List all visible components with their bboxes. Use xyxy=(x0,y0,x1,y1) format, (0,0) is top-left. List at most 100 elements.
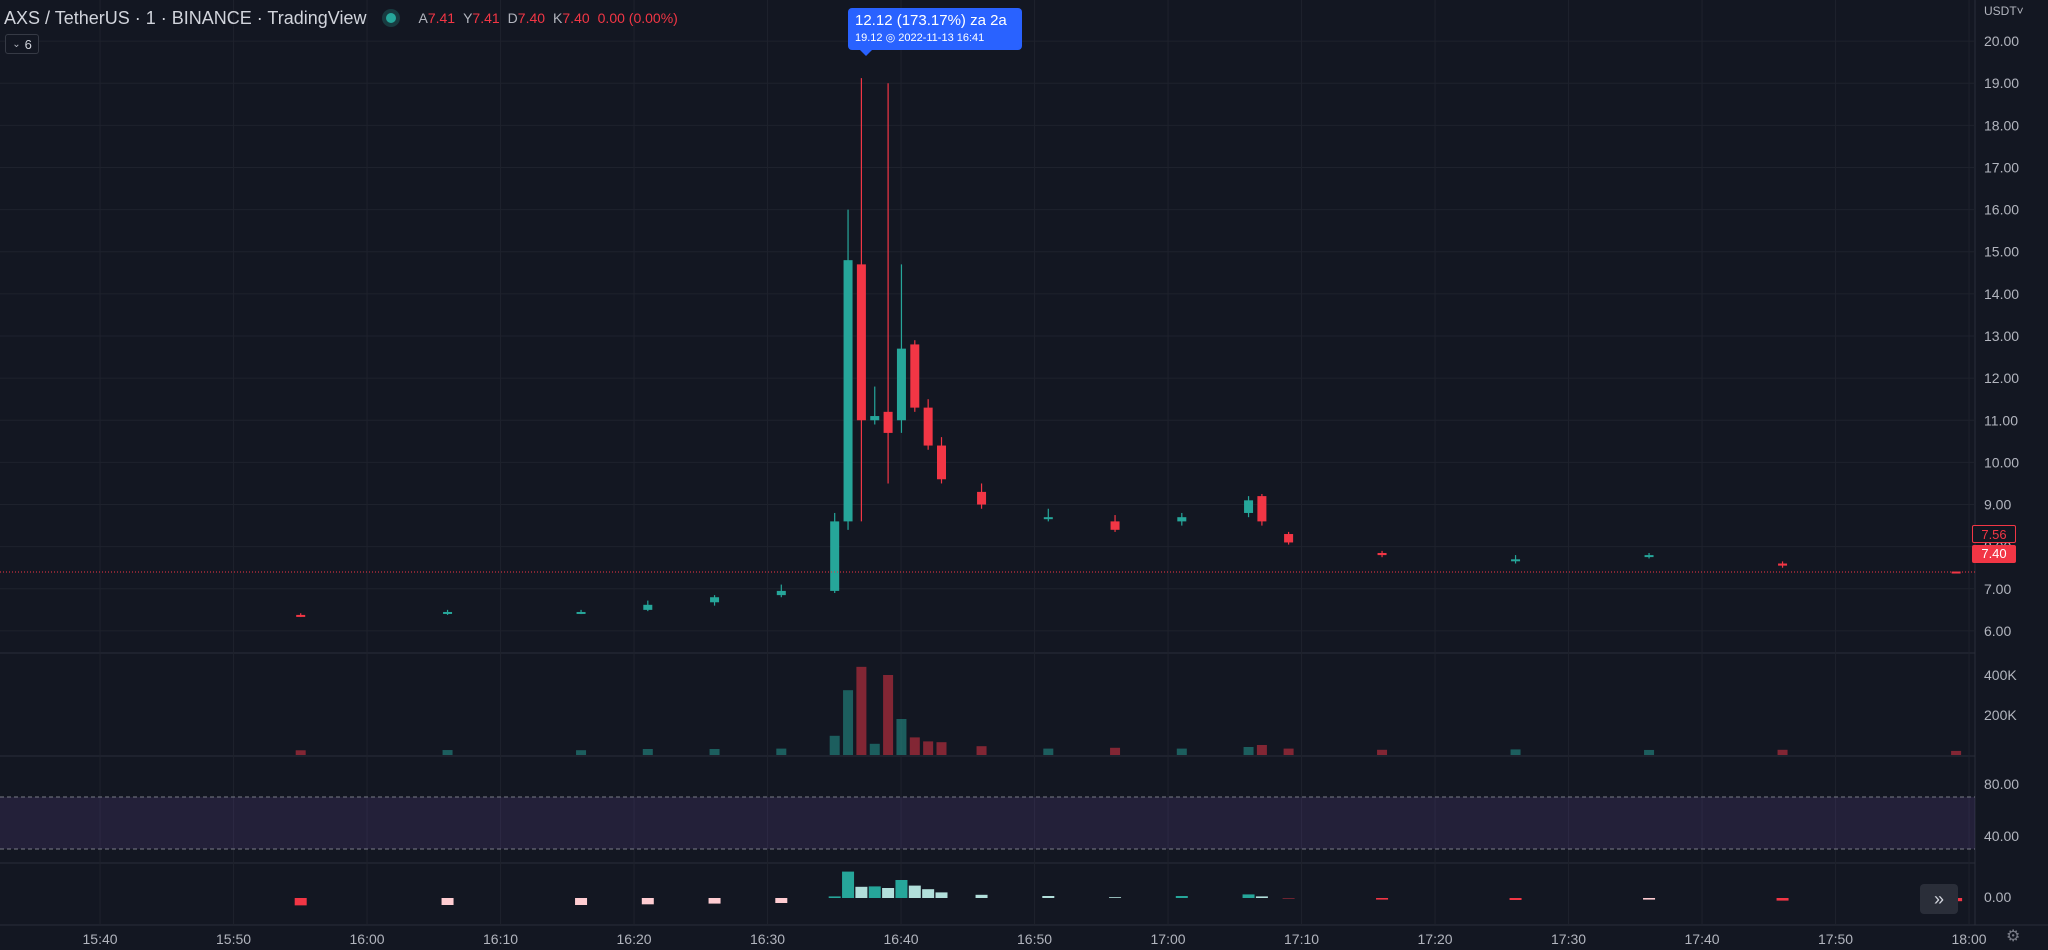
oscillator-bar[interactable] xyxy=(1175,896,1188,898)
volume-bar[interactable] xyxy=(442,750,453,755)
candle-body[interactable] xyxy=(1284,534,1294,543)
oscillator-bar[interactable] xyxy=(441,898,454,905)
oscillator-bar[interactable] xyxy=(1255,896,1268,898)
oscillator-bar[interactable] xyxy=(1776,898,1789,901)
volume-bar[interactable] xyxy=(1283,748,1294,755)
oscillator-bar[interactable] xyxy=(895,880,908,898)
candle-body[interactable] xyxy=(776,590,786,596)
volume-bar[interactable] xyxy=(909,737,920,755)
currency-selector[interactable]: USDT˅ xyxy=(1984,4,2024,18)
volume-bar[interactable] xyxy=(883,675,894,755)
volume-bar[interactable] xyxy=(829,735,840,755)
candle-body[interactable] xyxy=(576,611,586,614)
price-axis-label: 16.00 xyxy=(1984,202,2019,218)
oscillator-bar[interactable] xyxy=(1242,894,1255,898)
candle-body[interactable] xyxy=(1951,571,1961,574)
volume-bar[interactable] xyxy=(1243,747,1254,755)
volume-bar[interactable] xyxy=(976,746,987,755)
candle-body[interactable] xyxy=(1043,517,1053,520)
time-axis-label: 18:00 xyxy=(1952,931,1987,947)
volume-bar[interactable] xyxy=(1777,749,1788,755)
oscillator-bar[interactable] xyxy=(775,898,788,903)
goto-realtime-button[interactable]: » xyxy=(1920,884,1958,914)
candle-body[interactable] xyxy=(643,604,653,610)
candle-body[interactable] xyxy=(910,344,920,408)
volume-bar[interactable] xyxy=(1043,748,1054,755)
candle-body[interactable] xyxy=(1257,496,1267,522)
candle-body[interactable] xyxy=(1244,500,1254,513)
rsi-axis-label: 40.00 xyxy=(1984,828,2019,844)
price-axis-label: 7.00 xyxy=(1984,581,2011,597)
volume-bar[interactable] xyxy=(1176,748,1187,755)
volume-bar[interactable] xyxy=(936,742,947,755)
volume-bar[interactable] xyxy=(1377,749,1388,755)
oscillator-bar[interactable] xyxy=(935,892,948,898)
volume-bar[interactable] xyxy=(642,749,653,755)
candle-body[interactable] xyxy=(443,611,453,614)
volume-bar[interactable] xyxy=(869,743,880,755)
candle-body[interactable] xyxy=(1377,552,1387,556)
oscillator-bar[interactable] xyxy=(1042,896,1055,898)
time-axis-label: 16:00 xyxy=(350,931,385,947)
last-price-tag: 7.40 xyxy=(1972,545,2016,563)
volume-bar[interactable] xyxy=(576,750,587,755)
volume-bar[interactable] xyxy=(295,750,306,755)
candle-body[interactable] xyxy=(1110,521,1120,530)
oscillator-bar[interactable] xyxy=(1509,898,1522,900)
symbol-title[interactable]: AXS / TetherUS · 1 · BINANCE · TradingVi… xyxy=(4,7,367,28)
oscillator-bar[interactable] xyxy=(882,888,895,898)
candle-body[interactable] xyxy=(296,614,306,617)
candle-body[interactable] xyxy=(1177,517,1187,522)
oscillator-bar[interactable] xyxy=(842,871,855,898)
oscillator-bar[interactable] xyxy=(975,894,988,898)
oscillator-bar[interactable] xyxy=(294,898,307,906)
volume-bar[interactable] xyxy=(1256,745,1267,755)
oscillator-bar[interactable] xyxy=(828,896,841,898)
price-axis-label: 20.00 xyxy=(1984,33,2019,49)
candle-body[interactable] xyxy=(1644,555,1654,558)
oscillator-bar[interactable] xyxy=(708,898,721,904)
oscillator-bar[interactable] xyxy=(908,885,921,898)
volume-bar[interactable] xyxy=(1510,749,1521,755)
time-axis-label: 15:40 xyxy=(83,931,118,947)
candle-body[interactable] xyxy=(710,597,720,603)
volume-bar[interactable] xyxy=(709,749,720,755)
candle-body[interactable] xyxy=(843,260,853,522)
volume-bar[interactable] xyxy=(896,719,907,755)
candle-body[interactable] xyxy=(856,264,866,421)
candle-body[interactable] xyxy=(870,416,880,421)
oscillator-bar[interactable] xyxy=(1643,898,1656,900)
price-axis-label: 11.00 xyxy=(1984,412,2018,428)
volume-bar[interactable] xyxy=(856,666,867,755)
oscillator-bar[interactable] xyxy=(1376,898,1389,900)
market-status-icon[interactable] xyxy=(386,13,397,23)
oscillator-bar[interactable] xyxy=(922,889,935,898)
gear-icon[interactable]: ⚙ xyxy=(2006,928,2021,945)
candle-body[interactable] xyxy=(937,445,946,480)
candle-body[interactable] xyxy=(883,411,893,433)
oscillator-bar[interactable] xyxy=(575,898,588,905)
volume-bar[interactable] xyxy=(1951,750,1962,755)
oscillator-bar[interactable] xyxy=(855,886,868,898)
oscillator-bar[interactable] xyxy=(1109,897,1122,898)
oscillator-bar[interactable] xyxy=(641,898,654,905)
volume-bar[interactable] xyxy=(923,741,934,755)
price-range-tooltip: 12.12 (173.17%) za 2a 19.12 ◎ 2022-11-13… xyxy=(848,8,1022,56)
candle-body[interactable] xyxy=(1511,559,1521,562)
ohlc-open: A7.41 xyxy=(418,10,456,26)
volume-bar[interactable] xyxy=(1644,749,1655,755)
volume-bar[interactable] xyxy=(843,690,854,755)
candle-body[interactable] xyxy=(923,407,933,446)
candle-body[interactable] xyxy=(830,521,840,591)
oscillator-bar[interactable] xyxy=(868,886,881,898)
volume-bar[interactable] xyxy=(776,748,787,755)
ohlc-low: D7.40 xyxy=(507,10,546,26)
candle-body[interactable] xyxy=(1778,563,1788,566)
price-axis-label: 10.00 xyxy=(1984,454,2019,470)
candle-body[interactable] xyxy=(896,348,906,421)
candle-body[interactable] xyxy=(977,491,987,505)
volume-bar[interactable] xyxy=(1110,747,1121,755)
rsi-band xyxy=(0,797,1975,849)
indicators-toggle-button[interactable]: ⌄ 6 xyxy=(5,34,39,54)
